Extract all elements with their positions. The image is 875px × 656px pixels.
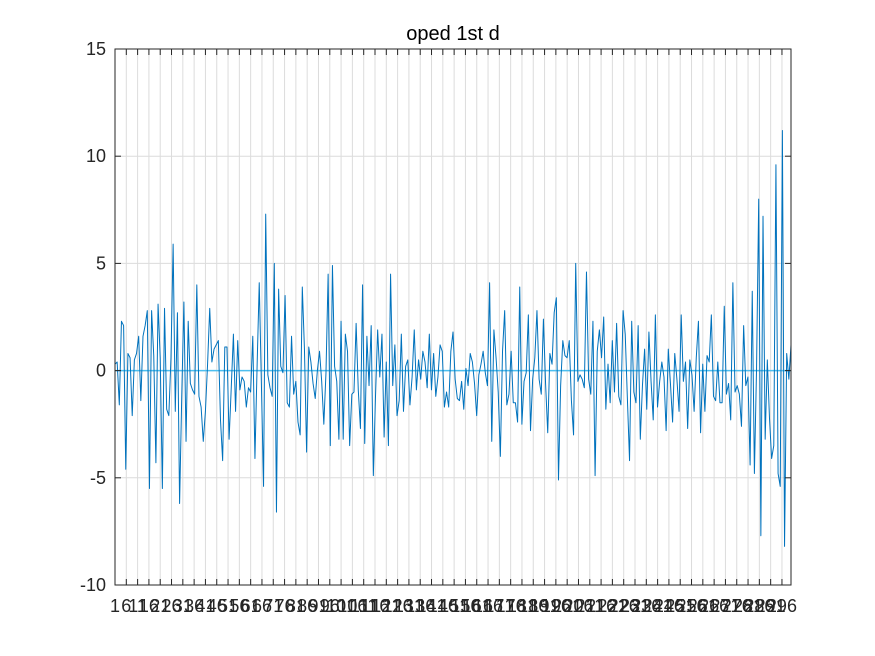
x-tick-label: 156: [450, 596, 480, 616]
x-tick-label: 251: [665, 596, 695, 616]
x-tick-label: 6: [121, 596, 131, 616]
x-tick-label: 86: [297, 596, 317, 616]
x-tick-label: 46: [207, 596, 227, 616]
plot-axes: 1 611162126313641465156616671768186919610…: [80, 39, 797, 616]
chart-title: oped 1st d: [406, 23, 499, 45]
y-tick-label: 10: [86, 146, 106, 166]
x-tick-label: 186: [518, 596, 548, 616]
y-tick-label: 15: [86, 39, 106, 59]
x-tick-label: 36: [184, 596, 204, 616]
x-tick-label: 111: [350, 596, 377, 616]
series-line-1: [114, 129, 792, 547]
x-tick-label: 11: [128, 596, 147, 616]
x-tick-label: 196: [541, 596, 571, 616]
x-tick-label: 146: [428, 596, 458, 616]
y-tick-label: 0: [96, 361, 106, 381]
x-tick-label: 91: [308, 596, 328, 616]
x-tick-label: 101: [326, 596, 356, 616]
x-tick-label: 76: [275, 596, 295, 616]
x-tick-label: 226: [609, 596, 639, 616]
x-tick-label: 276: [722, 596, 752, 616]
x-tick-label: 106: [337, 596, 367, 616]
x-tick-label: 71: [263, 596, 283, 616]
x-tick-label: 266: [699, 596, 729, 616]
x-tick-label: 96: [320, 596, 340, 616]
x-tick-label: 216: [586, 596, 616, 616]
x-tick-label: 241: [643, 596, 673, 616]
x-tick-label: 66: [252, 596, 272, 616]
x-tick-label: 211: [575, 596, 604, 616]
x-tick-label: 26: [162, 596, 182, 616]
x-tick-label: 256: [676, 596, 706, 616]
y-tick-label: -10: [80, 575, 106, 595]
x-tick-label: 206: [563, 596, 593, 616]
x-tick-label: 131: [394, 596, 424, 616]
x-tick-label: 51: [218, 596, 238, 616]
x-tick-label: 1: [110, 596, 120, 616]
x-tick-label: 16: [139, 596, 159, 616]
x-tick-label: 136: [405, 596, 435, 616]
x-tick-label: 291: [756, 596, 786, 616]
x-tick-label: 126: [383, 596, 413, 616]
x-tick-label: 246: [654, 596, 684, 616]
x-tick-label: 31: [173, 596, 193, 616]
x-tick-label: 116: [361, 596, 390, 616]
x-tick-label: 171: [484, 596, 514, 616]
axes-box: [114, 48, 792, 586]
x-tick-label: 231: [620, 596, 650, 616]
x-tick-label: 21: [150, 596, 170, 616]
x-tick-label: 56: [229, 596, 249, 616]
x-tick-label: 181: [507, 596, 537, 616]
x-tick-label: 141: [416, 596, 446, 616]
x-tick-label: 61: [241, 596, 261, 616]
x-tick-label: 271: [710, 596, 740, 616]
x-tick-label: 191: [530, 596, 560, 616]
x-tick-label: 166: [473, 596, 503, 616]
x-tick-label: 161: [462, 596, 492, 616]
x-tick-label: 236: [631, 596, 661, 616]
x-tick-label: 41: [195, 596, 215, 616]
y-tick-label: -5: [90, 468, 106, 488]
x-tick-label: 281: [733, 596, 763, 616]
x-tick-label: 151: [439, 596, 469, 616]
y-tick-label: 5: [96, 253, 106, 273]
x-tick-label: 286: [744, 596, 774, 616]
x-tick-label: 261: [688, 596, 718, 616]
x-tick-label: 201: [552, 596, 582, 616]
x-tick-label: 176: [496, 596, 526, 616]
x-tick-label: 221: [597, 596, 627, 616]
x-tick-label: 296: [767, 596, 797, 616]
x-tick-label: 121: [371, 596, 401, 616]
x-tick-label: 81: [286, 596, 306, 616]
